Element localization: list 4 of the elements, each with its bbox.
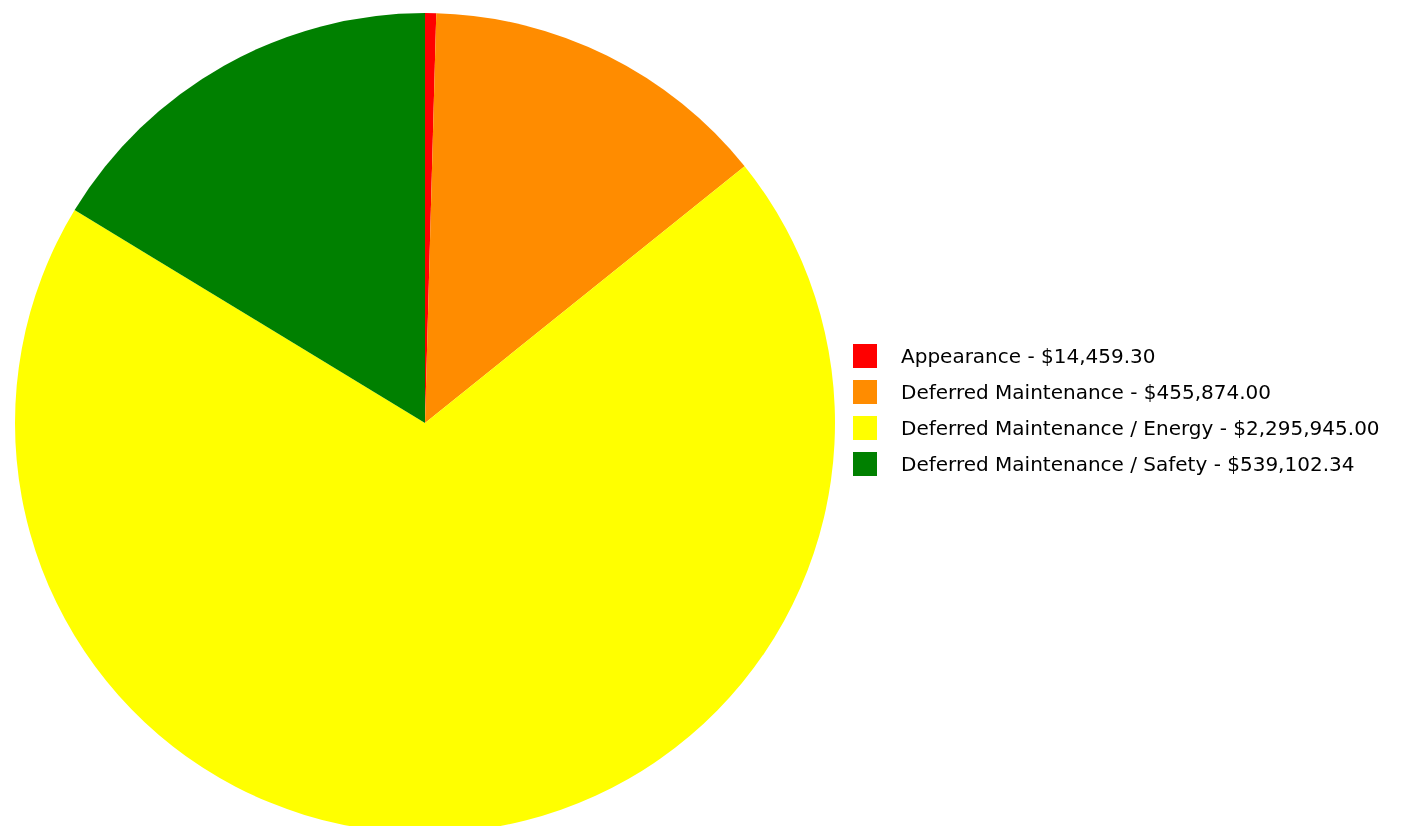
legend-label: Deferred Maintenance / Safety - $539,102.34 bbox=[901, 452, 1355, 476]
legend-label: Deferred Maintenance - $455,874.00 bbox=[901, 380, 1272, 404]
legend-label: Deferred Maintenance / Energy - $2,295,945.00 bbox=[901, 416, 1380, 440]
legend-label: Appearance - $14,459.30 bbox=[901, 344, 1156, 368]
